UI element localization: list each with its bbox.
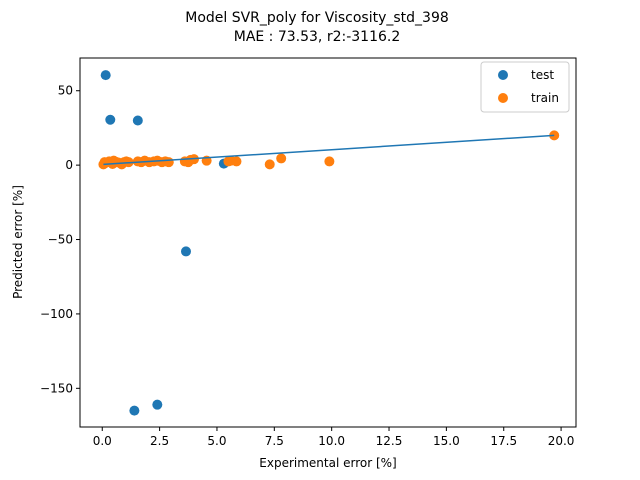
y-tick-label: −50 (48, 233, 73, 247)
point-test (152, 399, 163, 410)
y-axis-label: Predicted error [%] (11, 185, 25, 299)
point-test (129, 405, 140, 416)
plot-frame (79, 57, 577, 428)
y-tick-label: 50 (58, 84, 73, 98)
point-train (163, 157, 174, 168)
legend: test train (480, 61, 570, 113)
point-train (231, 156, 242, 167)
y-tick-label: −100 (40, 307, 73, 321)
point-test (180, 246, 191, 257)
legend-label-test: test (531, 68, 554, 82)
x-tick-label: 12.5 (376, 434, 403, 448)
legend-label-train: train (531, 91, 559, 105)
x-tick-label: 7.5 (265, 434, 284, 448)
chart-title-line1: Model SVR_poly for Viscosity_std_398 (185, 10, 449, 26)
x-tick-label: 10.0 (318, 434, 345, 448)
x-axis-ticks: 0.0 2.5 5.0 7.5 10.0 12.5 15.0 17.5 20.0 (93, 427, 575, 448)
chart-title-line2: MAE : 73.53, r2:-3116.2 (234, 29, 401, 45)
y-tick-label: 0 (65, 158, 73, 172)
point-train (324, 156, 335, 167)
point-test (132, 115, 143, 126)
legend-marker-test (498, 70, 508, 80)
x-tick-label: 20.0 (548, 434, 575, 448)
fit-line (103, 134, 555, 166)
plot-area (98, 70, 560, 416)
x-tick-label: 17.5 (490, 434, 517, 448)
point-test (105, 114, 116, 125)
legend-marker-train (498, 93, 508, 103)
y-tick-label: −150 (40, 381, 73, 395)
x-axis-label: Experimental error [%] (259, 456, 396, 470)
point-train (276, 153, 287, 164)
x-tick-label: 2.5 (150, 434, 169, 448)
y-axis-ticks: 50 0 −50 −100 −150 (40, 84, 80, 395)
point-test (100, 70, 111, 81)
x-tick-label: 15.0 (433, 434, 460, 448)
x-tick-label: 0.0 (93, 434, 112, 448)
x-tick-label: 5.0 (207, 434, 226, 448)
point-train (264, 159, 275, 170)
